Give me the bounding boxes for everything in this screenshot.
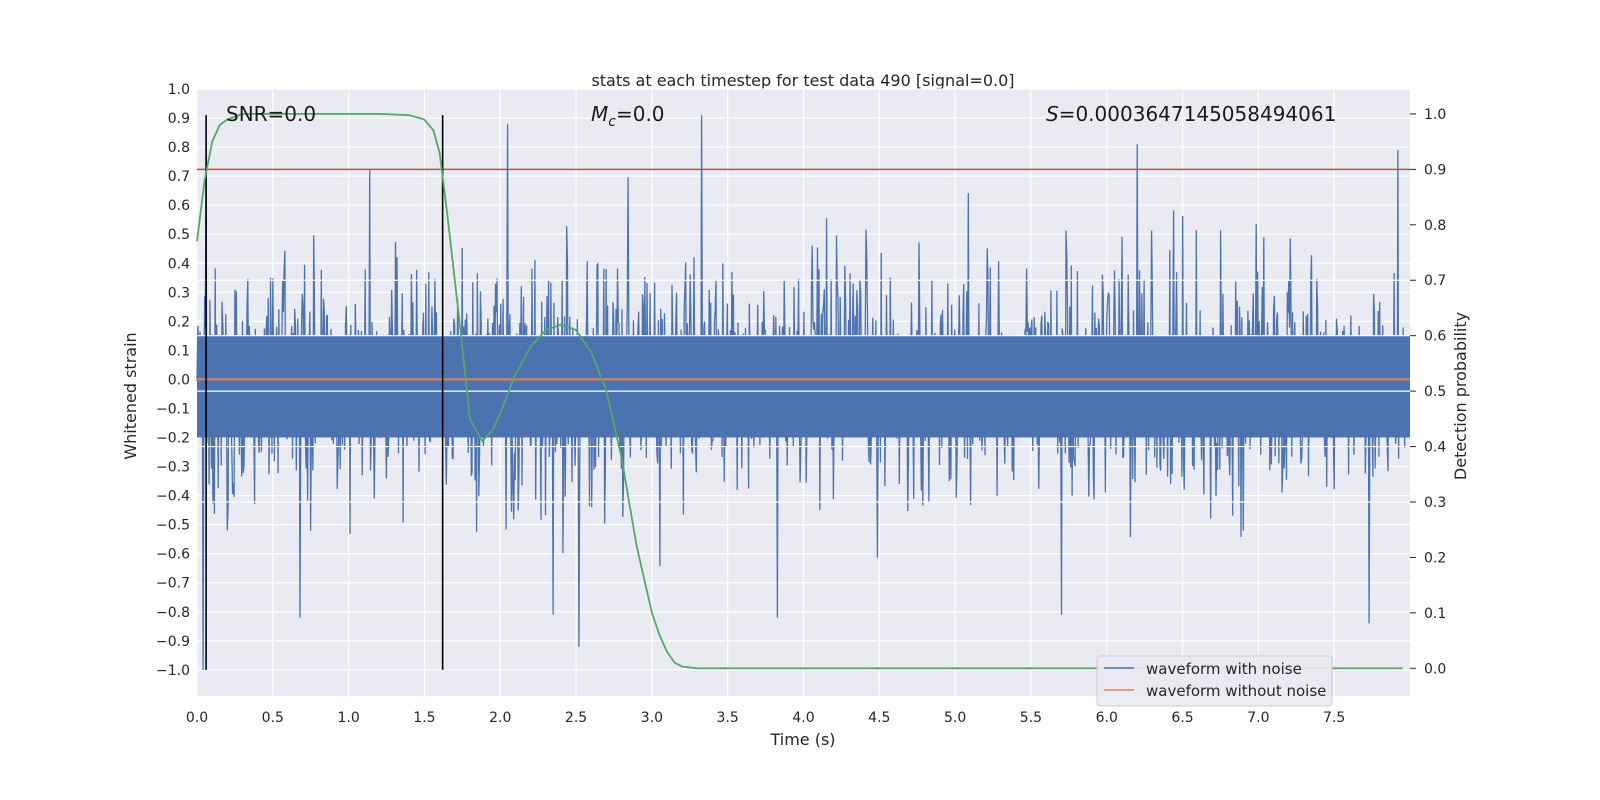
x-tick-label: 5.5 xyxy=(1020,710,1042,726)
y-left-tick-label: −1.0 xyxy=(156,663,190,679)
x-tick-label: 1.5 xyxy=(413,710,435,726)
y-right-tick-label: 0.3 xyxy=(1424,495,1446,511)
y-left-axis-label: Whitened strain xyxy=(121,332,140,459)
x-axis-label: Time (s) xyxy=(769,730,835,749)
y-right-tick-label: 1.0 xyxy=(1424,107,1446,123)
x-tick-label: 7.5 xyxy=(1323,710,1345,726)
x-tick-label: 2.0 xyxy=(489,710,511,726)
probability-line xyxy=(196,113,1403,670)
legend: waveform with noise waveform without noi… xyxy=(1096,655,1333,707)
chart-title: stats at each timestep for test data 490… xyxy=(591,71,1014,90)
y-left-tick-label: 0.3 xyxy=(168,285,190,301)
y-left-tick-label: 0.5 xyxy=(168,227,190,243)
noise-core-band xyxy=(197,335,1410,438)
y-left-tick-label: 0.4 xyxy=(168,256,190,272)
y-left-tick-label: −0.1 xyxy=(156,401,190,417)
s-statistic-annotation: S=0.0003647145058494061 xyxy=(1046,102,1336,126)
y-right-tick-label: 0.4 xyxy=(1424,440,1446,456)
series-detection-probability xyxy=(196,113,1403,670)
x-tick-label: 5.0 xyxy=(944,710,966,726)
x-tick-label: 0.5 xyxy=(262,710,284,726)
y-left-tick-label: −0.8 xyxy=(156,605,190,621)
s-statistic-symbol: S xyxy=(1046,102,1059,126)
legend-box xyxy=(1096,655,1333,707)
y-right-tick-label: 0.9 xyxy=(1424,162,1446,178)
y-left-tick-label: −0.6 xyxy=(156,547,190,563)
y-left-tick-label: 0.9 xyxy=(168,111,190,127)
y-right-tick-label: 0.1 xyxy=(1424,606,1446,622)
chirp-mass-symbol: M xyxy=(591,102,608,126)
y-right-tick-label: 0.0 xyxy=(1424,661,1446,677)
x-tick-label: 6.0 xyxy=(1096,710,1118,726)
y-left-axis-ticks: 1.0 0.9 0.8 0.7 0.6 0.5 0.4 0.3 0.2 0.1 0.0 −0.1 −0.… xyxy=(156,82,190,679)
series-waveform-with-noise xyxy=(196,115,1410,670)
legend-label-noise: waveform with noise xyxy=(1146,660,1302,678)
y-right-axis-ticks: 1.0 0.9 0.8 0.7 0.6 0.5 0.4 0.3 0.2 0.1 0.0 xyxy=(1410,107,1446,677)
legend-label-clean: waveform without noise xyxy=(1146,682,1326,700)
chirp-mass-subscript: c xyxy=(608,114,616,130)
y-left-tick-label: −0.5 xyxy=(156,518,190,534)
vertical-markers xyxy=(205,115,444,670)
y-left-tick-label: 0.6 xyxy=(168,198,190,214)
y-left-tick-label: 0.1 xyxy=(168,343,190,359)
y-left-tick-label: 0.8 xyxy=(168,140,190,156)
y-left-tick-label: 0.2 xyxy=(168,314,190,330)
y-right-tick-label: 0.6 xyxy=(1424,329,1446,345)
y-left-tick-label: −0.9 xyxy=(156,634,190,650)
x-tick-label: 4.5 xyxy=(868,710,890,726)
y-right-tick-label: 0.8 xyxy=(1424,218,1446,234)
y-right-tick-label: 0.2 xyxy=(1424,550,1446,566)
x-axis-ticks: 0.0 0.5 1.0 1.5 2.0 2.5 3.0 3.5 4.0 4.5 5.0 5.5 6.0 6… xyxy=(186,710,1345,726)
x-tick-label: 0.0 xyxy=(186,710,208,726)
x-tick-label: 3.0 xyxy=(641,710,663,726)
chirp-mass-value: =0.0 xyxy=(616,102,665,126)
y-right-axis-label: Detection probability xyxy=(1451,312,1470,480)
y-right-tick-label: 0.5 xyxy=(1424,384,1446,400)
y-left-tick-label: −0.3 xyxy=(156,460,190,476)
y-left-tick-label: −0.4 xyxy=(156,489,190,505)
x-tick-label: 7.0 xyxy=(1247,710,1269,726)
s-statistic-value: =0.0003647145058494061 xyxy=(1059,102,1337,126)
x-tick-label: 1.0 xyxy=(337,710,359,726)
x-tick-label: 3.5 xyxy=(717,710,739,726)
y-left-tick-label: −0.7 xyxy=(156,576,190,592)
y-right-tick-label: 0.7 xyxy=(1424,273,1446,289)
y-left-tick-label: −0.2 xyxy=(156,431,190,447)
x-tick-label: 6.5 xyxy=(1171,710,1193,726)
y-left-tick-label: 1.0 xyxy=(168,82,190,98)
snr-annotation: SNR=0.0 xyxy=(226,102,316,126)
y-left-tick-label: 0.7 xyxy=(168,169,190,185)
x-tick-label: 2.5 xyxy=(565,710,587,726)
chirp-mass-annotation: Mc=0.0 xyxy=(591,102,665,130)
y-left-tick-label: 0.0 xyxy=(168,372,190,388)
x-tick-label: 4.0 xyxy=(792,710,814,726)
